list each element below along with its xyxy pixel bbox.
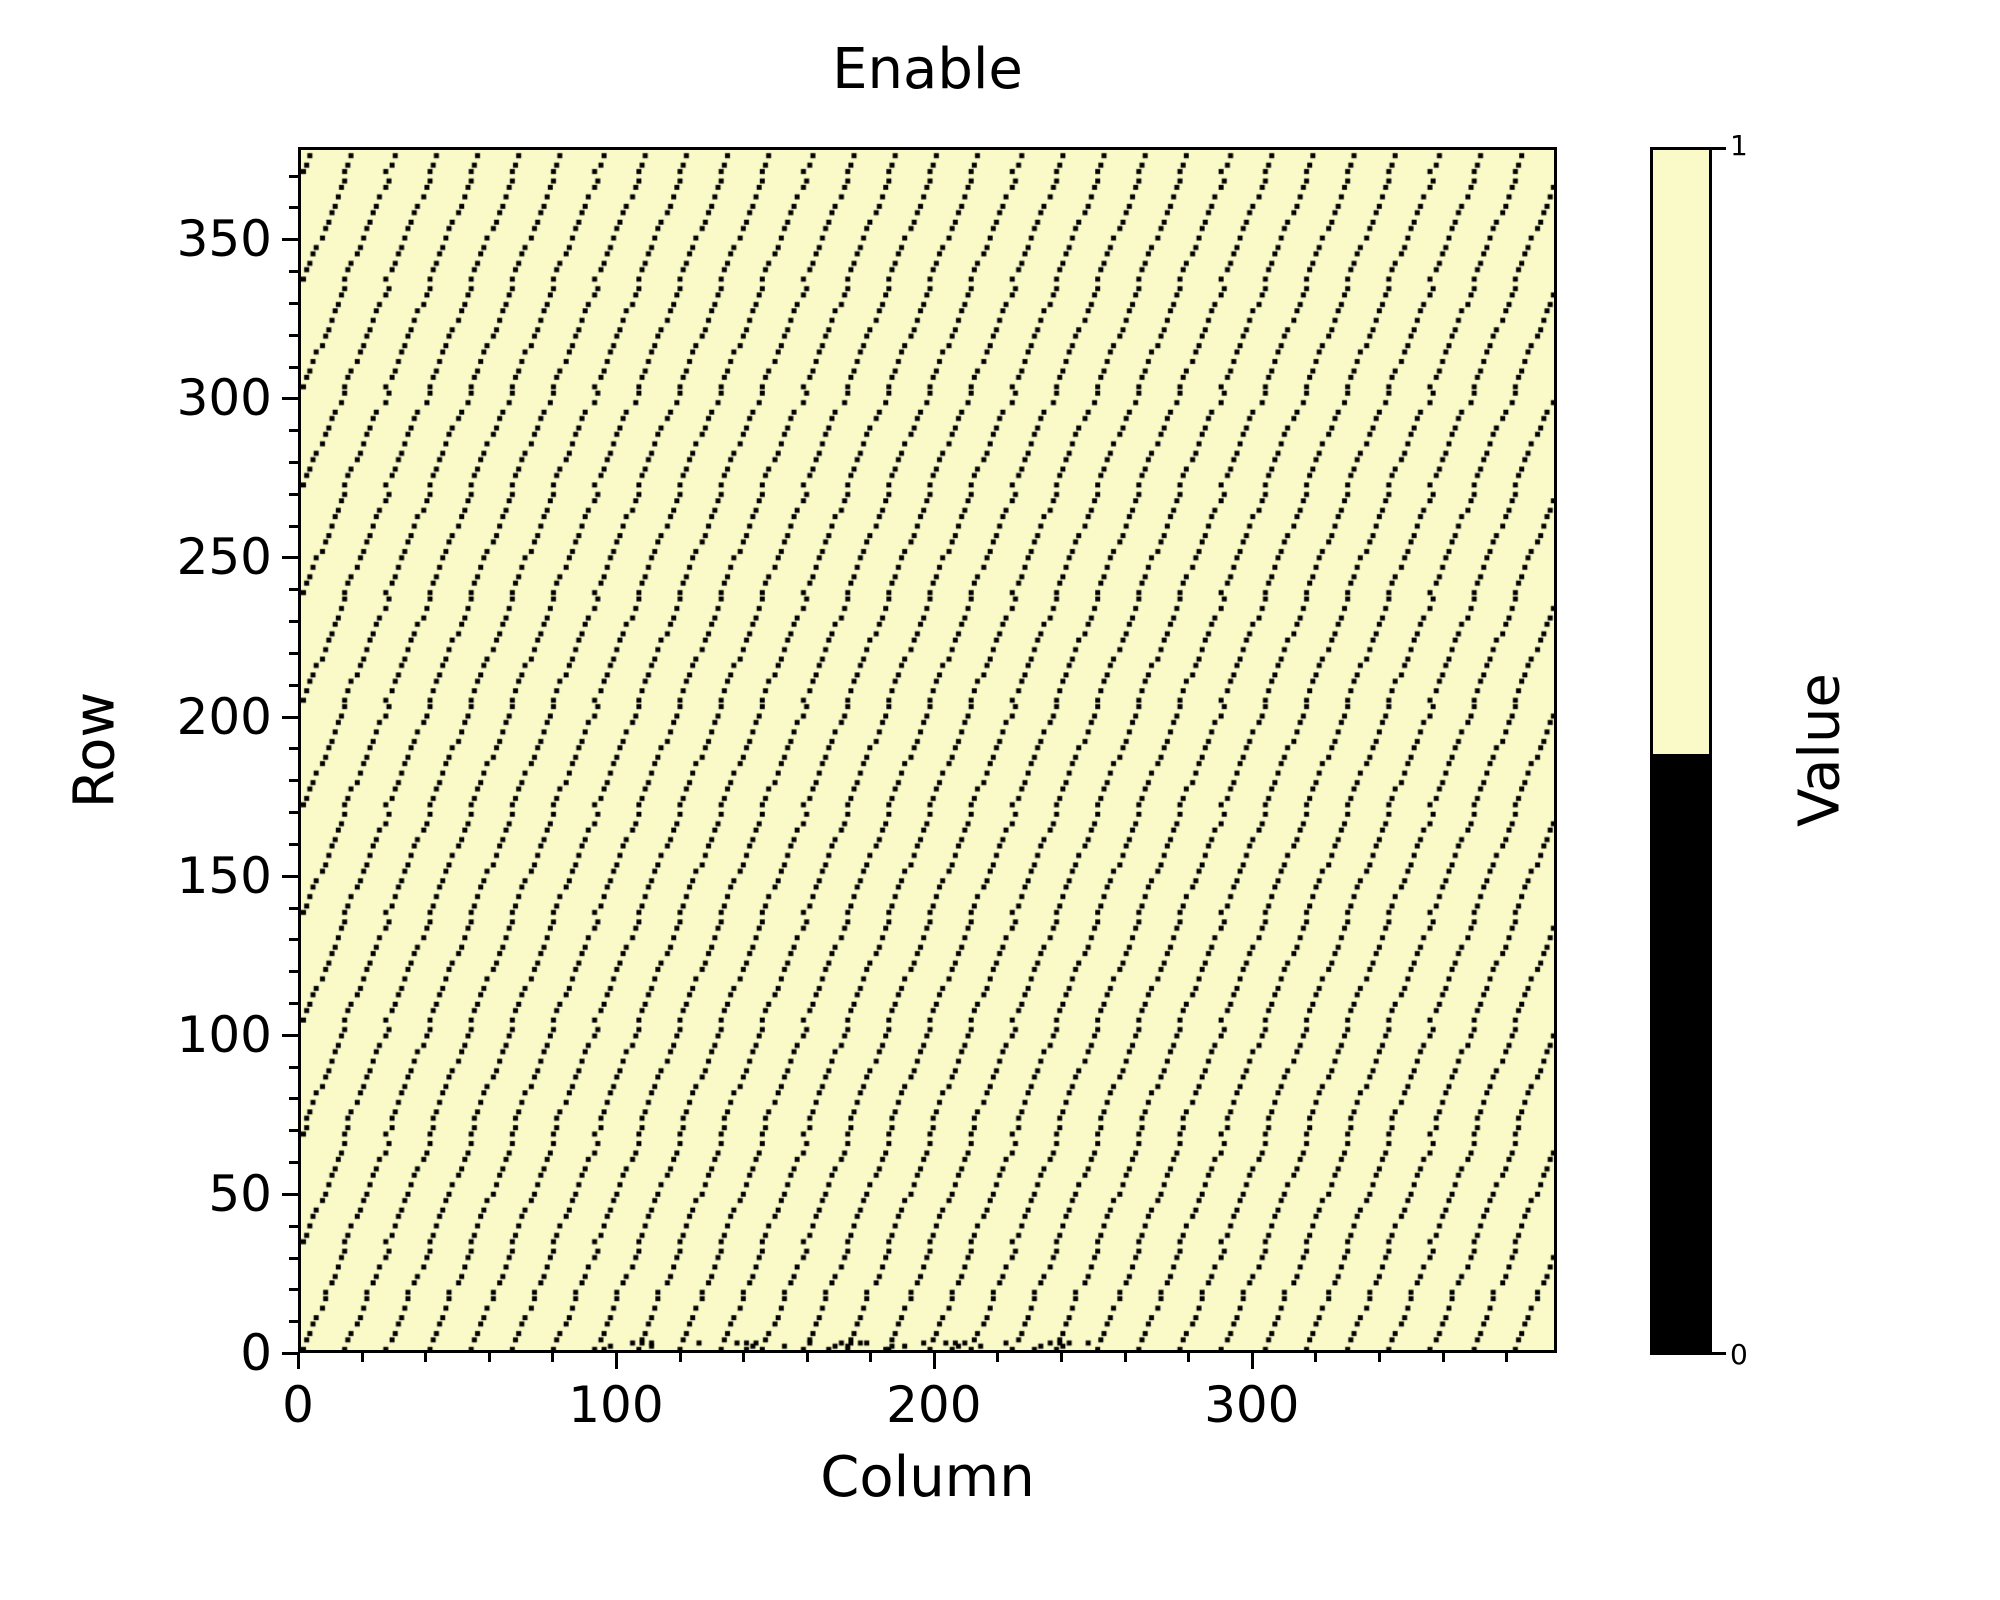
y-axis-minor-tick xyxy=(289,1065,298,1069)
y-axis-minor-tick xyxy=(289,206,298,210)
x-axis-minor-tick xyxy=(742,1353,746,1362)
y-axis-ticklabel: 300 xyxy=(176,369,272,428)
x-axis-minor-tick xyxy=(1314,1353,1318,1362)
y-axis-minor-tick xyxy=(289,588,298,592)
y-axis-ticklabel: 50 xyxy=(208,1164,272,1223)
y-axis-minor-tick xyxy=(289,1001,298,1005)
y-axis-minor-tick xyxy=(289,174,298,178)
y-axis-major-tick xyxy=(282,397,298,401)
y-axis-major-tick xyxy=(282,1352,298,1355)
y-axis-minor-tick xyxy=(289,620,298,624)
y-axis-minor-tick xyxy=(289,811,298,815)
x-axis-major-tick xyxy=(614,1353,618,1369)
heatmap-plot-area[interactable] xyxy=(298,147,1557,1353)
y-axis-minor-tick xyxy=(289,492,298,496)
y-axis-minor-tick xyxy=(289,906,298,910)
x-axis-minor-tick xyxy=(1377,1353,1381,1362)
x-axis-minor-tick xyxy=(360,1353,364,1362)
y-axis-major-tick xyxy=(282,556,298,560)
y-axis-minor-tick xyxy=(289,1224,298,1228)
x-axis-minor-tick xyxy=(424,1353,428,1362)
y-axis-minor-tick xyxy=(289,365,298,369)
x-axis-minor-tick xyxy=(1123,1353,1127,1362)
y-axis-ticklabel: 150 xyxy=(176,846,272,905)
x-axis-minor-tick xyxy=(487,1353,491,1362)
y-axis-minor-tick xyxy=(289,747,298,751)
page-title: Enable xyxy=(832,37,1023,102)
y-axis-minor-tick xyxy=(289,970,298,974)
y-axis-minor-tick xyxy=(289,651,298,655)
y-axis-major-tick xyxy=(282,238,298,242)
y-axis-ticklabel: 200 xyxy=(176,687,272,746)
y-axis-minor-tick xyxy=(289,1097,298,1101)
y-axis-minor-tick xyxy=(289,429,298,433)
colorbar-segment-high xyxy=(1653,150,1709,754)
y-axis-ticklabel: 250 xyxy=(176,528,272,587)
x-axis-ticklabel: 0 xyxy=(282,1376,314,1434)
y-axis-minor-tick xyxy=(289,1161,298,1165)
y-axis-minor-tick xyxy=(289,524,298,528)
x-axis-minor-tick xyxy=(1505,1353,1509,1362)
y-axis-minor-tick xyxy=(289,1129,298,1133)
colorbar-tick-top xyxy=(1712,147,1726,150)
y-axis-ticklabel: 100 xyxy=(176,1005,272,1064)
y-axis-minor-tick xyxy=(289,301,298,305)
x-axis-ticklabel: 200 xyxy=(886,1376,982,1434)
y-axis-minor-tick xyxy=(289,842,298,846)
y-axis-minor-tick xyxy=(289,270,298,274)
x-axis-major-tick xyxy=(297,1353,300,1369)
x-axis-minor-tick xyxy=(551,1353,555,1362)
colorbar-gradient xyxy=(1650,147,1712,1355)
y-axis-major-tick xyxy=(282,715,298,719)
heatmap-image xyxy=(301,150,1554,1350)
colorbar[interactable] xyxy=(1650,147,1726,1355)
y-axis-minor-tick xyxy=(289,1288,298,1292)
x-axis-major-tick xyxy=(1250,1353,1254,1369)
y-axis-ticklabel: 350 xyxy=(176,210,272,269)
y-axis-minor-tick xyxy=(289,683,298,687)
y-axis-label: Row xyxy=(62,691,128,809)
y-axis-major-tick xyxy=(282,874,298,878)
x-axis-minor-tick xyxy=(678,1353,682,1362)
colorbar-ticklabel-min: 0 xyxy=(1730,1338,1748,1372)
x-axis-minor-tick xyxy=(805,1353,809,1362)
y-axis-minor-tick xyxy=(289,1320,298,1324)
x-axis-ticklabel: 100 xyxy=(568,1376,664,1434)
colorbar-tick-bottom xyxy=(1712,1352,1726,1355)
y-axis-minor-tick xyxy=(289,779,298,783)
colorbar-label: Value xyxy=(1787,673,1853,827)
y-axis-minor-tick xyxy=(289,333,298,337)
y-axis-ticklabel: 0 xyxy=(240,1324,272,1382)
x-axis-minor-tick xyxy=(869,1353,873,1362)
colorbar-segment-low xyxy=(1653,753,1709,1352)
y-axis-minor-tick xyxy=(289,1256,298,1260)
x-axis-ticklabel: 300 xyxy=(1204,1376,1300,1434)
colorbar-ticklabel-max: 1 xyxy=(1730,128,1748,162)
x-axis-major-tick xyxy=(932,1353,936,1369)
y-axis-minor-tick xyxy=(289,461,298,465)
y-axis-minor-tick xyxy=(289,938,298,942)
y-axis-major-tick xyxy=(282,1192,298,1196)
x-axis-minor-tick xyxy=(1441,1353,1445,1362)
x-axis-minor-tick xyxy=(1187,1353,1191,1362)
x-axis-minor-tick xyxy=(1060,1353,1064,1362)
y-axis-major-tick xyxy=(282,1033,298,1037)
x-axis-label: Column xyxy=(820,1445,1035,1510)
x-axis-minor-tick xyxy=(996,1353,1000,1362)
